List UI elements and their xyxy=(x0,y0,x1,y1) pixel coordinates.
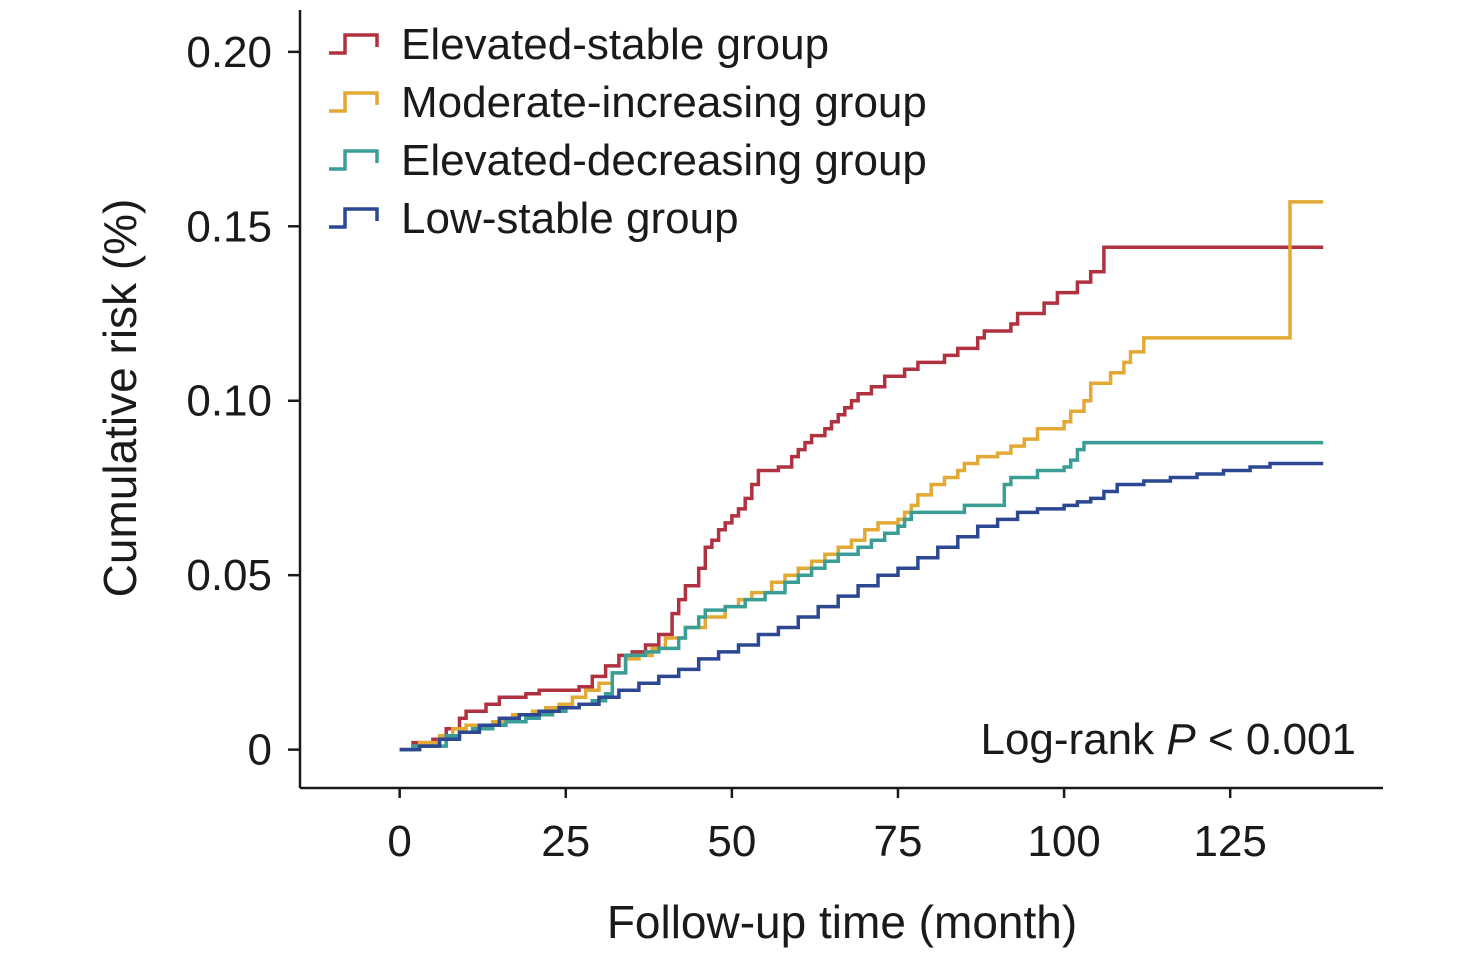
y-ticks: 0 0.05 0.10 0.15 0.20 xyxy=(186,28,300,775)
series-line-low-stable-group xyxy=(399,461,1324,752)
series-layer xyxy=(399,200,1324,752)
legend-label-low-stable-group: Low-stable group xyxy=(401,194,739,243)
series-line-moderate-increasing-group xyxy=(399,200,1324,752)
series-line-elevated-stable-group xyxy=(399,245,1324,752)
x-ticks: 0 25 50 75 100 125 xyxy=(387,788,1267,866)
legend-swatch-elevated-stable-group xyxy=(329,33,379,55)
y-tick-label: 0 xyxy=(248,726,272,775)
legend-swatch-moderate-increasing-group xyxy=(329,91,379,113)
legend: Elevated-stable group Moderate-increasing… xyxy=(329,20,927,243)
x-tick-label: 0 xyxy=(387,817,411,866)
x-tick-label: 125 xyxy=(1193,817,1266,866)
y-tick-label: 0.10 xyxy=(186,377,272,426)
series-line-elevated-decreasing-group xyxy=(399,440,1324,752)
x-tick-label: 50 xyxy=(707,817,756,866)
legend-swatch-low-stable-group xyxy=(329,207,379,229)
y-axis-title: Cumulative risk (%) xyxy=(94,199,146,598)
x-axis-title: Follow-up time (month) xyxy=(607,896,1077,948)
log-rank-prefix: Log-rank xyxy=(980,715,1166,764)
log-rank-suffix: < 0.001 xyxy=(1196,715,1356,764)
log-rank-annotation: Log-rank P < 0.001 xyxy=(980,715,1356,764)
y-tick-label: 0.15 xyxy=(186,202,272,251)
y-tick-label: 0.05 xyxy=(186,551,272,600)
x-tick-label: 75 xyxy=(873,817,922,866)
legend-label-elevated-stable-group: Elevated-stable group xyxy=(401,20,829,69)
axes xyxy=(298,10,1383,790)
legend-swatch-elevated-decreasing-group xyxy=(329,149,379,171)
x-tick-label: 100 xyxy=(1027,817,1100,866)
x-tick-label: 25 xyxy=(541,817,590,866)
legend-label-elevated-decreasing-group: Elevated-decreasing group xyxy=(401,136,927,185)
y-tick-label: 0.20 xyxy=(186,28,272,77)
legend-label-moderate-increasing-group: Moderate-increasing group xyxy=(401,78,927,127)
log-rank-p: P xyxy=(1166,715,1196,764)
